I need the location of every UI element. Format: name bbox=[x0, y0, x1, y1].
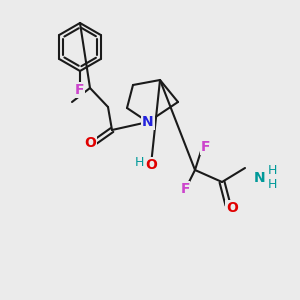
Text: N: N bbox=[254, 171, 266, 185]
Text: O: O bbox=[84, 136, 96, 150]
Text: O: O bbox=[145, 158, 157, 172]
Text: H: H bbox=[134, 155, 144, 169]
Text: F: F bbox=[75, 83, 85, 97]
Text: F: F bbox=[200, 140, 210, 154]
Text: N: N bbox=[142, 115, 154, 129]
Text: H: H bbox=[267, 164, 277, 176]
Text: O: O bbox=[226, 201, 238, 215]
Text: F: F bbox=[180, 182, 190, 196]
Text: H: H bbox=[267, 178, 277, 190]
